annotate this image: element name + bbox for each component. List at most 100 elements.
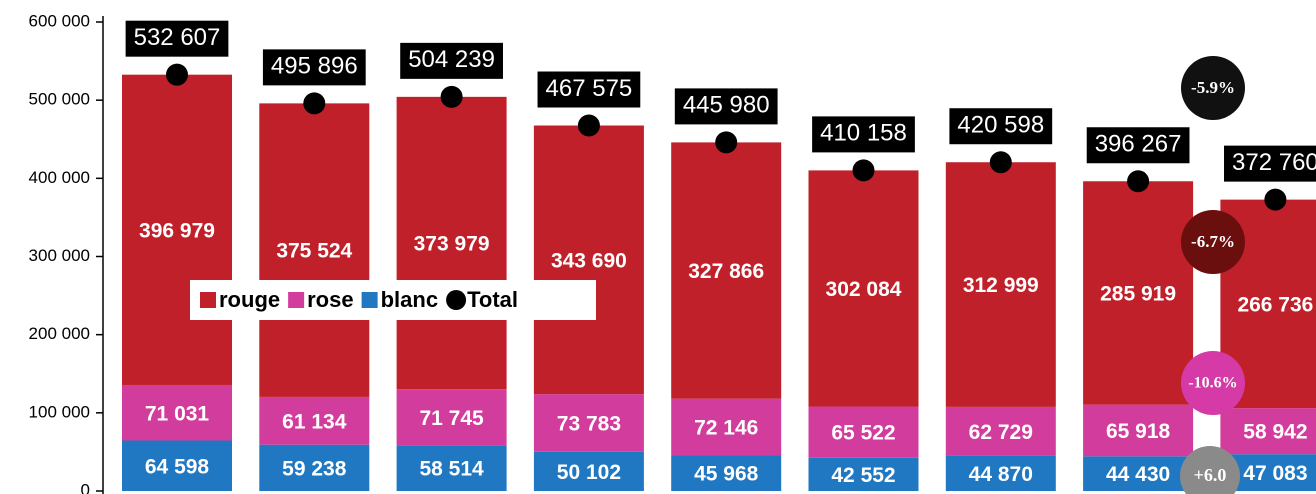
total-dot — [989, 151, 1012, 174]
bar-segment — [259, 444, 370, 491]
bar-segment — [533, 451, 644, 491]
total-label-box — [400, 42, 503, 79]
bar-segment — [808, 170, 919, 407]
annotation: -5.9% — [1191, 78, 1235, 97]
total-dot — [577, 114, 600, 137]
total-dot — [852, 159, 875, 182]
total-label-group: 410 158 — [812, 116, 915, 153]
bar-segment — [259, 396, 370, 445]
total-label-box — [674, 88, 778, 125]
total-label-box — [949, 108, 1053, 145]
value-label: 312 999 — [963, 274, 1039, 297]
legend: rouge rose blanc Total — [190, 280, 596, 320]
value-label: 375 524 — [276, 240, 352, 263]
value-label: 396 979 — [139, 219, 215, 242]
total-label: 445 980 — [683, 92, 770, 119]
legend-swatch — [288, 292, 305, 308]
total-label-group: 445 980 — [674, 88, 778, 125]
bar-segment — [808, 457, 919, 491]
value-label: 59 238 — [282, 457, 347, 480]
value-label: 65 522 — [831, 422, 895, 445]
total-label: 372 760 — [1232, 149, 1316, 176]
total-label-group: 420 598 — [949, 108, 1053, 145]
total-label: 532 607 — [134, 24, 221, 51]
value-label: 61 134 — [282, 410, 347, 433]
value-label: 58 942 — [1243, 421, 1307, 444]
total-label-box — [1086, 127, 1190, 164]
bar-segment — [1083, 404, 1194, 457]
value-label: 62 729 — [969, 421, 1033, 444]
total-label: 396 267 — [1095, 131, 1182, 158]
total-label-box — [125, 20, 229, 57]
bar-segment — [259, 103, 370, 397]
value-label: 44 870 — [969, 463, 1033, 486]
annotation: +6.0 — [1194, 465, 1227, 485]
bar-segment — [671, 142, 782, 399]
legend-label: blanc — [381, 287, 438, 312]
value-label: 64 598 — [145, 455, 210, 478]
value-label: 266 736 — [1237, 293, 1313, 316]
value-label: 58 514 — [419, 458, 484, 481]
total-label-group: 532 607 — [125, 20, 229, 57]
annotation: -6.7% — [1191, 232, 1235, 251]
bar-segment — [533, 394, 644, 452]
total-label-group: 396 267 — [1086, 127, 1190, 164]
value-label: 327 866 — [688, 260, 764, 283]
legend-swatch — [200, 292, 216, 308]
value-label: 45 968 — [694, 463, 759, 486]
total-dot — [440, 85, 463, 108]
total-label-group: 495 896 — [262, 49, 366, 86]
bar-segment — [1220, 408, 1316, 455]
bar-segment — [808, 406, 919, 458]
bar-segment — [671, 398, 782, 456]
total-label: 410 158 — [820, 120, 907, 147]
total-label-group: 372 760 — [1224, 145, 1316, 182]
bar-segment — [533, 125, 644, 395]
total-dot — [166, 63, 188, 86]
legend-box — [190, 280, 596, 320]
bar-segment — [1083, 181, 1194, 405]
total-label-box — [812, 116, 915, 153]
value-label: 285 919 — [1100, 283, 1176, 306]
total-label-group: 504 239 — [400, 42, 503, 79]
value-label: 65 918 — [1106, 420, 1171, 443]
legend-swatch — [361, 292, 378, 308]
value-label: 343 690 — [551, 249, 627, 272]
value-label: 73 783 — [557, 413, 621, 436]
total-dot — [303, 92, 326, 115]
value-label: 42 552 — [831, 464, 895, 487]
bar-segment — [1083, 456, 1194, 491]
bar-segment — [945, 455, 1056, 491]
annotation-bubble — [1180, 446, 1240, 494]
legend-label: Total — [467, 287, 518, 312]
value-label: 71 745 — [419, 407, 484, 430]
value-label: 50 102 — [557, 461, 621, 484]
value-label: 47 083 — [1243, 462, 1307, 485]
value-label: 44 430 — [1106, 463, 1170, 486]
annotation-bubble — [1181, 210, 1245, 274]
bar-segment — [945, 162, 1056, 407]
total-dot — [1127, 170, 1150, 193]
y-tick-label: 500 000 — [29, 90, 90, 109]
value-label: 71 031 — [145, 402, 210, 425]
annotation-bubble — [1181, 351, 1245, 415]
bar-segment — [396, 389, 507, 446]
value-label: 302 084 — [826, 278, 902, 301]
annotation: -10.6% — [1188, 375, 1237, 392]
y-tick-label: 200 000 — [29, 324, 90, 343]
y-tick-label: 100 000 — [29, 402, 90, 421]
total-label: 495 896 — [271, 53, 358, 80]
total-label-box — [262, 49, 366, 86]
total-label: 420 598 — [957, 112, 1044, 139]
total-label-box — [537, 71, 641, 108]
legend-swatch — [446, 290, 467, 310]
total-label-group: 467 575 — [537, 71, 641, 108]
value-label: 72 146 — [694, 416, 758, 439]
total-label: 467 575 — [546, 75, 633, 102]
y-tick-label: 300 000 — [29, 246, 90, 265]
y-tick-label: 600 000 — [29, 11, 90, 30]
bar-segment — [396, 96, 507, 390]
total-label-box — [1224, 145, 1316, 182]
legend-label: rose — [307, 287, 353, 312]
